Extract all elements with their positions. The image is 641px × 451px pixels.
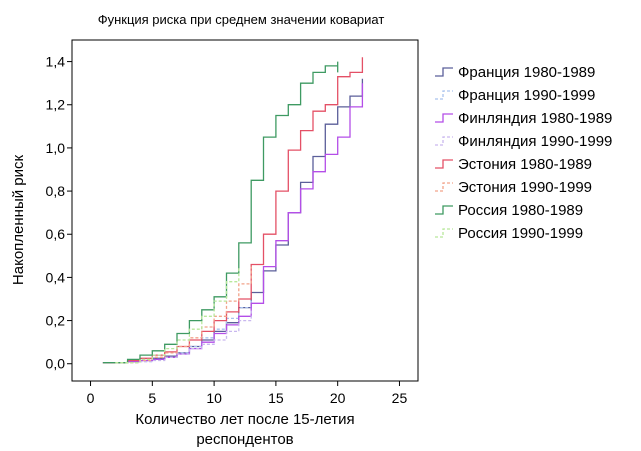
- x-axis-label-line-2: респондентов: [196, 431, 293, 448]
- y-axis-label: Накопленный риск: [10, 154, 27, 285]
- legend-label: Эстония 1990-1999: [458, 179, 592, 196]
- x-tick-label: 10: [206, 390, 222, 406]
- series-line-4: [115, 309, 252, 364]
- y-tick-label: 1,4: [46, 54, 66, 70]
- series-layer: [102, 57, 364, 364]
- legend-swatch: [435, 67, 453, 77]
- legend-label: Франция 1980-1989: [458, 64, 595, 81]
- series-line-3: [102, 83, 364, 364]
- legend-swatch: [435, 90, 453, 100]
- x-tick-label: 20: [330, 390, 346, 406]
- legend-label: Россия 1980-1989: [458, 202, 583, 219]
- series-line-7: [102, 61, 339, 364]
- legend-swatch: [435, 182, 453, 192]
- legend-swatch: [435, 113, 453, 123]
- legend-label: Финляндия 1990-1999: [458, 133, 612, 150]
- y-tick-label: 0,6: [46, 226, 66, 242]
- series-line-1: [102, 78, 364, 364]
- plot-area: [71, 39, 419, 382]
- y-tick-label: 1,0: [46, 140, 66, 156]
- x-tick-label: 5: [148, 390, 156, 406]
- legend-label: Россия 1990-1999: [458, 225, 583, 242]
- legend-swatch: [435, 228, 453, 238]
- x-tick-label: 15: [268, 390, 284, 406]
- x-axis: 0 5 10 15 20 25: [87, 381, 408, 406]
- legend-label: Франция 1990-1999: [458, 87, 595, 104]
- legend: Франция 1980-1989 Франция 1990-1999 Финлян…: [435, 64, 612, 242]
- y-tick-label: 0,4: [46, 269, 66, 285]
- y-axis: 0,0 0,2 0,4 0,6 0,8 1,0 1,2 1,4: [46, 54, 72, 372]
- x-tick-label: 0: [87, 390, 95, 406]
- legend-swatch: [435, 136, 453, 146]
- x-axis-label-line-1: Количество лет после 15-летия: [135, 411, 354, 428]
- y-tick-label: 0,2: [46, 313, 66, 329]
- y-tick-label: 1,2: [46, 97, 66, 113]
- y-tick-label: 0,0: [46, 356, 66, 372]
- series-line-6: [115, 266, 252, 364]
- legend-swatch: [435, 205, 453, 215]
- chart-title: Функция риска при среднем значении ковар…: [98, 12, 385, 27]
- legend-swatch: [435, 159, 453, 169]
- legend-label: Финляндия 1980-1989: [458, 110, 612, 127]
- x-tick-label: 25: [392, 390, 408, 406]
- legend-label: Эстония 1980-1989: [458, 156, 592, 173]
- y-tick-label: 0,8: [46, 183, 66, 199]
- series-line-5: [102, 57, 364, 364]
- series-line-8: [115, 266, 240, 364]
